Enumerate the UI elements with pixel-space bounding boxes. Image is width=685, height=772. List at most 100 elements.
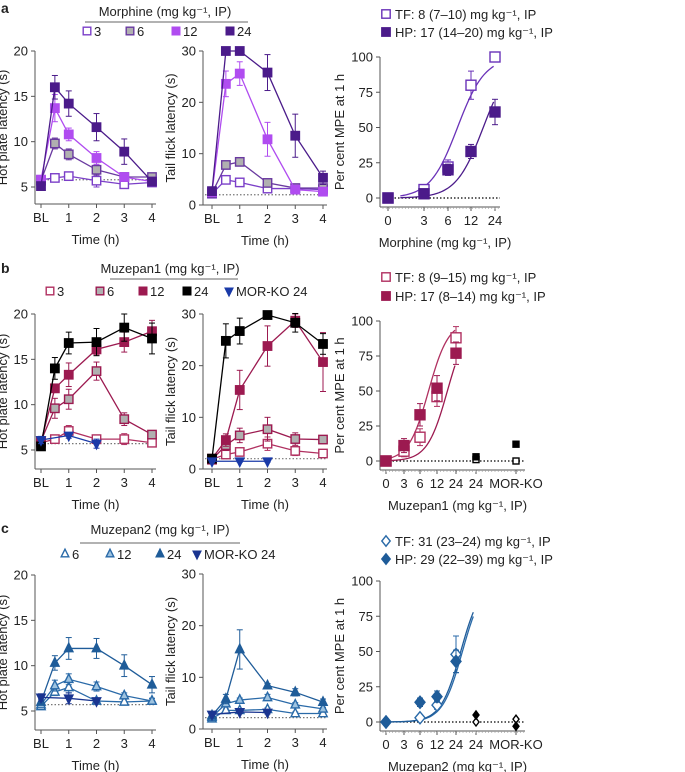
- mpe-legend-label: HP: 17 (8–14) mg kg⁻¹, IP: [395, 289, 546, 304]
- data-point: [418, 188, 430, 200]
- x-tick-label: 3: [292, 475, 299, 490]
- series-24: [35, 637, 158, 706]
- y-tick-label: 50: [359, 384, 373, 399]
- data-point: [119, 434, 130, 445]
- chart-a-tf: 0 10 20 30 BL 1 2 3 4 Time (h) Tail flick latency …: [163, 44, 328, 248]
- x-tick-label: 6: [444, 213, 451, 228]
- data-point: [91, 153, 102, 163]
- y-tick-label: 50: [359, 120, 373, 135]
- legend-marker: [155, 547, 165, 558]
- legend-marker: [138, 286, 148, 296]
- data-point: [234, 385, 245, 395]
- y-tick-label: 0: [189, 722, 196, 737]
- mpe-legend-label: TF: 31 (23–24) mg kg⁻¹, IP: [395, 534, 551, 549]
- data-point: [119, 172, 130, 182]
- panel-a: a Morphine (mg kg⁻¹, IP) 3 6 12 24 TF: 8 (7–10…: [1, 0, 553, 40]
- data-point: [206, 457, 218, 469]
- data-point: [234, 708, 246, 719]
- data-point: [318, 448, 328, 459]
- x-tick-label: 4: [148, 736, 155, 751]
- y-tick-label: 0: [366, 191, 373, 206]
- y-tick-label: 20: [182, 618, 196, 633]
- x-tick-label: 2: [264, 735, 271, 750]
- data-point: [220, 335, 231, 346]
- legend-marker: [60, 547, 70, 558]
- data-point: [450, 332, 462, 344]
- legend-label: 12: [117, 547, 131, 562]
- x-tick-label: 24: [488, 213, 502, 228]
- data-point: [49, 82, 60, 93]
- series-12: [36, 94, 157, 187]
- x-axis-label: Time (h): [241, 233, 289, 248]
- data-point: [49, 173, 60, 183]
- data-point: [147, 176, 157, 187]
- data-point: [220, 435, 231, 445]
- data-point: [262, 708, 273, 720]
- data-point: [91, 697, 102, 708]
- data-point: [147, 429, 157, 440]
- data-point: [91, 337, 102, 348]
- chart-c-tf: 0 10 20 30 BL 1 2 3 4 Time (h) Tail flick latency …: [163, 567, 329, 772]
- y-tick-label: 30: [182, 567, 196, 582]
- data-point: [262, 457, 273, 469]
- data-point: [220, 449, 231, 460]
- data-point: [206, 710, 218, 722]
- series-6: [36, 361, 157, 446]
- data-point: [289, 685, 301, 697]
- legend-label: 3: [94, 24, 101, 39]
- x-tick-label: 2: [264, 211, 271, 226]
- y-tick-label: 15: [14, 613, 28, 628]
- data-point: [147, 333, 157, 344]
- data-point: [289, 697, 301, 709]
- legend-label: 12: [150, 284, 164, 299]
- data-point: [512, 721, 520, 732]
- x-tick-label: 3: [400, 737, 407, 752]
- data-point: [118, 658, 130, 670]
- mpe-legend-marker: [381, 272, 391, 282]
- legend-label: 3: [57, 284, 64, 299]
- data-point: [450, 654, 462, 669]
- y-tick-label: 75: [359, 349, 373, 364]
- y-tick-label: 25: [359, 155, 373, 170]
- data-point: [472, 453, 480, 461]
- data-point: [49, 363, 60, 374]
- y-axis-label: Hot plate latency (s): [0, 70, 10, 186]
- data-point: [146, 694, 158, 705]
- y-tick-label: 0: [366, 715, 373, 730]
- series-24: [36, 313, 157, 452]
- data-point: [220, 78, 231, 89]
- y-tick-label: 10: [182, 670, 196, 685]
- data-point: [489, 106, 501, 118]
- data-point: [317, 695, 329, 707]
- data-point: [398, 439, 410, 452]
- y-tick-label: 75: [359, 609, 373, 624]
- data-point: [63, 338, 74, 348]
- data-point: [220, 174, 231, 185]
- data-point: [318, 357, 328, 367]
- data-point: [318, 434, 328, 445]
- y-axis-label: Tail flick latency (s): [163, 73, 178, 182]
- data-point: [118, 695, 130, 706]
- panel-letter: a: [1, 0, 9, 16]
- legend-title: Muzepan1 (mg kg⁻¹, IP): [100, 261, 239, 276]
- data-point: [35, 436, 47, 447]
- data-point: [91, 164, 102, 175]
- legend-marker: [192, 550, 202, 561]
- y-axis-label: Per cent MPE at 1 h: [332, 598, 347, 714]
- data-point: [220, 46, 231, 56]
- mpe-legend-label: HP: 17 (14–20) mg kg⁻¹, IP: [395, 25, 553, 40]
- x-tick-label: BL: [204, 735, 220, 750]
- data-point: [234, 326, 245, 336]
- data-point: [262, 424, 273, 435]
- x-tick-label: 1: [236, 475, 243, 490]
- x-tick-label: 2: [93, 736, 100, 751]
- panel-c: c Muzepan2 (mg kg⁻¹, IP) 6 12 24 MOR-KO 24 TF:…: [1, 520, 553, 567]
- data-point: [119, 322, 130, 333]
- data-point: [290, 446, 301, 456]
- x-tick-label: 24: [469, 737, 483, 752]
- x-tick-label: 4: [319, 211, 326, 226]
- y-tick-label: 15: [14, 352, 28, 367]
- data-point: [234, 457, 246, 469]
- data-point: [431, 689, 443, 704]
- data-point: [262, 178, 273, 188]
